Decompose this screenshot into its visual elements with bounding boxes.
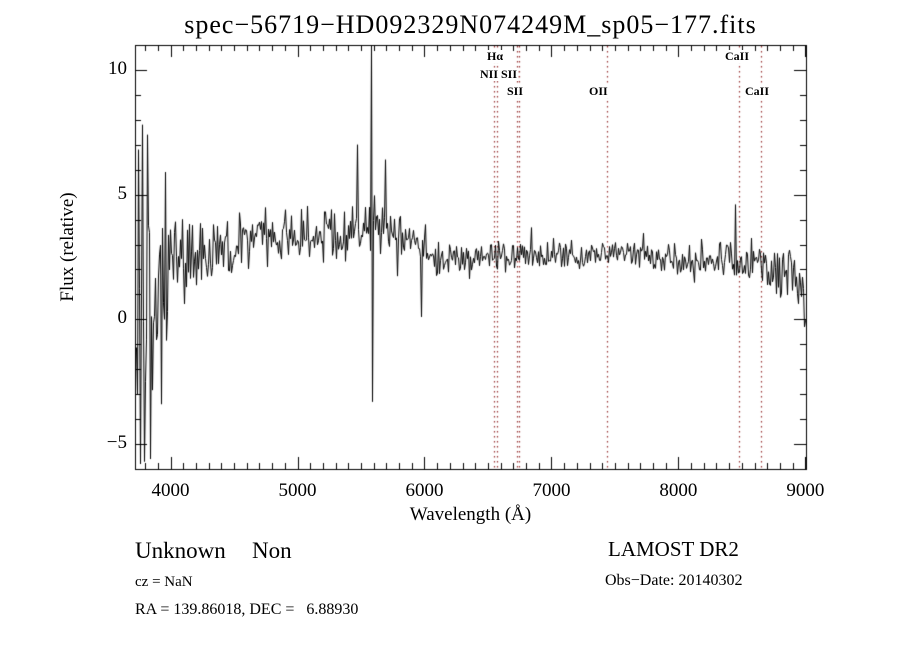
spectral-line-label: Hα — [486, 49, 505, 63]
spectral-line-label: OII — [588, 84, 609, 98]
x-tick-label-4000: 4000 — [151, 480, 190, 501]
x-axis-label: Wavelength (Å) — [409, 504, 532, 525]
ra-dec-label: RA = 139.86018, DEC = 6.88930 — [135, 601, 359, 618]
x-tick-label-7000: 7000 — [532, 480, 571, 501]
y-tick-label--5: −5 — [106, 431, 127, 453]
spectral-line-label: CaII — [744, 84, 771, 98]
y-tick-label-0: 0 — [117, 307, 128, 329]
y-tick-label-10: 10 — [108, 57, 127, 79]
object-class-label: Unknown — [135, 538, 226, 563]
obs-date-label: Obs−Date: 20140302 — [605, 572, 743, 589]
survey-release-label: LAMOST DR2 — [608, 537, 739, 561]
y-tick-label-5: 5 — [117, 182, 128, 204]
x-tick-label-6000: 6000 — [405, 480, 444, 501]
x-tick-label-8000: 8000 — [659, 480, 698, 501]
plot-title: spec−56719−HD092329N074249M_sp05−177.fit… — [184, 10, 757, 39]
spectral-line-label: CaII — [724, 49, 751, 63]
x-tick-label-5000: 5000 — [278, 480, 317, 501]
cz-value-label: cz = NaN — [135, 574, 193, 590]
spectral-line-label: SII — [506, 84, 525, 98]
spectral-line-label: NII SII — [479, 67, 519, 81]
object-subclass-label: Non — [252, 538, 292, 563]
x-tick-label-9000: 9000 — [786, 480, 825, 501]
